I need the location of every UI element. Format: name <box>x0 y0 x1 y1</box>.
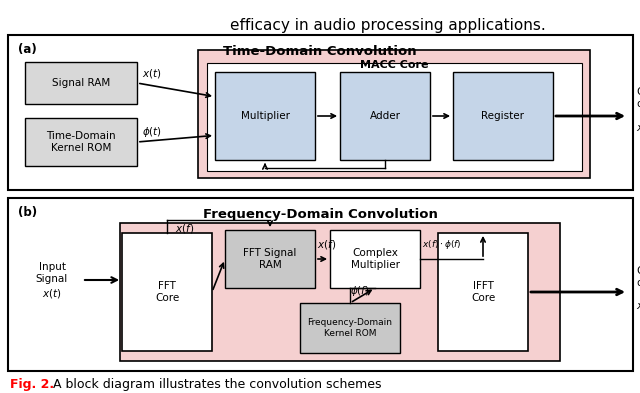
Text: Multiplier: Multiplier <box>241 111 289 121</box>
Text: Frequency-Domain Convolution: Frequency-Domain Convolution <box>203 208 437 221</box>
Bar <box>330 230 420 288</box>
Text: FFT Signal
RAM: FFT Signal RAM <box>243 248 297 270</box>
Text: A block diagram illustrates the convolution schemes: A block diagram illustrates the convolut… <box>53 378 381 391</box>
Text: Input
Signal: Input Signal <box>36 262 68 284</box>
Text: Time-Domain Convolution: Time-Domain Convolution <box>223 45 417 58</box>
Text: $\phi(f)$: $\phi(f)$ <box>350 284 370 298</box>
Text: Time-Domain
Kernel ROM: Time-Domain Kernel ROM <box>46 131 116 153</box>
Bar <box>300 303 400 353</box>
Text: $x(t)*\phi(t)$: $x(t)*\phi(t)$ <box>636 121 640 135</box>
Text: $x(t)$: $x(t)$ <box>142 67 162 80</box>
Text: $x(f)\cdot\phi(f)$: $x(f)\cdot\phi(f)$ <box>422 238 461 251</box>
Bar <box>207 63 582 171</box>
Text: FFT
Core: FFT Core <box>155 281 179 303</box>
Text: $x(t)*\phi(t)$: $x(t)*\phi(t)$ <box>636 299 640 313</box>
Text: IFFT
Core: IFFT Core <box>471 281 495 303</box>
Text: $x(t)$: $x(t)$ <box>42 286 62 299</box>
Bar <box>122 233 212 351</box>
Text: $x(f)$: $x(f)$ <box>175 222 194 235</box>
Bar <box>453 72 553 160</box>
Text: Convolution
output: Convolution output <box>636 87 640 109</box>
Bar <box>198 50 590 178</box>
Text: Signal RAM: Signal RAM <box>52 78 110 88</box>
Text: $\phi(t)$: $\phi(t)$ <box>142 125 162 139</box>
Text: Register: Register <box>481 111 525 121</box>
Bar <box>8 35 633 190</box>
Text: efficacy in audio processing applications.: efficacy in audio processing application… <box>230 18 546 33</box>
Bar <box>120 223 560 361</box>
Bar <box>340 72 430 160</box>
Bar <box>8 198 633 371</box>
Bar <box>438 233 528 351</box>
Text: Convolution
output: Convolution output <box>636 266 640 288</box>
Bar <box>25 62 137 104</box>
Text: (b): (b) <box>18 206 37 219</box>
Text: Complex
Multiplier: Complex Multiplier <box>351 248 399 270</box>
Text: Frequency-Domain
Kernel ROM: Frequency-Domain Kernel ROM <box>307 318 392 338</box>
Text: Fig. 2.: Fig. 2. <box>10 378 54 391</box>
Bar <box>215 72 315 160</box>
Bar <box>225 230 315 288</box>
Text: $x(f)$: $x(f)$ <box>317 238 336 251</box>
Text: MACC Core: MACC Core <box>360 60 428 70</box>
Text: (a): (a) <box>18 43 36 56</box>
Bar <box>25 118 137 166</box>
Text: Adder: Adder <box>369 111 401 121</box>
